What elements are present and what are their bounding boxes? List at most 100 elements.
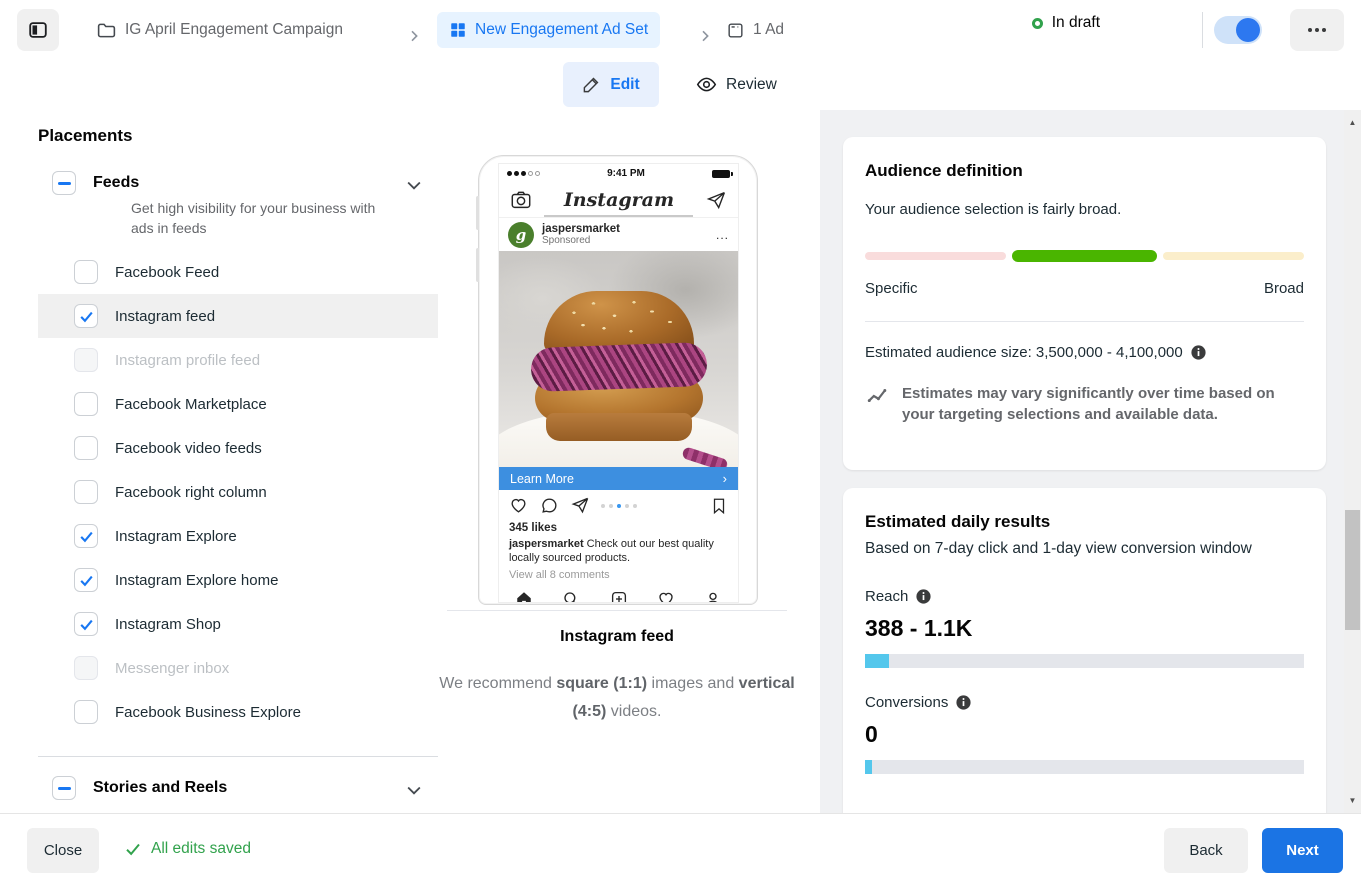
chevron-right-icon — [411, 30, 418, 42]
search-icon[interactable] — [562, 590, 580, 604]
placement-item-messenger-inbox[interactable]: Messenger inbox — [38, 646, 438, 690]
placement-label: Facebook Feed — [115, 263, 220, 281]
placement-checkbox[interactable] — [74, 392, 98, 416]
placement-group-feeds: Feeds Get high visibility for your busin… — [38, 171, 438, 242]
feeds-group-checkbox[interactable] — [52, 171, 76, 195]
audience-subtitle: Your audience selection is fairly broad. — [865, 201, 1122, 218]
next-button[interactable]: Next — [1262, 828, 1343, 873]
scrollbar-thumb[interactable] — [1345, 510, 1360, 630]
tab-edit[interactable]: Edit — [563, 62, 659, 107]
scroll-up-arrow[interactable]: ▲ — [1348, 118, 1357, 127]
estimated-daily-results-card: Estimated daily results Based on 7-day c… — [843, 488, 1326, 813]
close-button[interactable]: Close — [27, 828, 99, 873]
check-icon — [79, 311, 93, 322]
new-post-icon[interactable] — [610, 590, 628, 604]
eye-icon — [696, 77, 717, 92]
breadcrumb-ad[interactable]: 1 Ad — [726, 14, 784, 46]
preview-placement-name: Instagram feed — [560, 628, 674, 645]
more-options-button[interactable] — [1290, 9, 1344, 51]
placement-label: Facebook Marketplace — [115, 395, 267, 413]
heart-icon[interactable] — [509, 496, 528, 515]
placement-checkbox[interactable] — [74, 700, 98, 724]
collapse-sidebar-button[interactable] — [17, 9, 59, 51]
pencil-icon — [584, 77, 599, 93]
placement-checkbox[interactable] — [74, 524, 98, 548]
reach-value: 388 - 1.1K — [865, 615, 973, 641]
placement-checkbox[interactable] — [74, 568, 98, 592]
placement-checkbox[interactable] — [74, 612, 98, 636]
post-header: g jaspersmarket Sponsored ... — [499, 218, 738, 251]
activity-heart-icon[interactable] — [657, 590, 675, 604]
phone-screen: 9:41 PM Instagram g jaspersmarket Sponso… — [498, 163, 739, 603]
home-icon[interactable] — [515, 590, 533, 604]
back-button[interactable]: Back — [1164, 828, 1248, 873]
header-divider — [1202, 12, 1203, 48]
vertical-scrollbar[interactable]: ▲ ▼ — [1344, 110, 1361, 813]
placement-item-instagram-explore[interactable]: Instagram Explore — [38, 514, 438, 558]
placement-item-facebook-business-explore[interactable]: Facebook Business Explore — [38, 690, 438, 734]
phone-side-button — [476, 248, 479, 282]
reach-bar — [865, 654, 1304, 668]
bookmark-icon[interactable] — [710, 497, 728, 515]
stories-group-checkbox[interactable] — [52, 776, 76, 800]
view-comments-link[interactable]: View all 8 comments — [509, 569, 610, 581]
ellipsis-icon — [1308, 28, 1326, 32]
signal-dots-icon — [507, 171, 540, 176]
ad-creative-image — [499, 251, 738, 467]
info-icon[interactable] — [915, 588, 932, 605]
placement-checkbox[interactable] — [74, 304, 98, 328]
breadcrumb-campaign[interactable]: IG April Engagement Campaign — [96, 14, 343, 46]
placement-checkbox[interactable] — [74, 260, 98, 284]
check-icon — [79, 575, 93, 586]
placements-title: Placements — [38, 126, 133, 145]
breadcrumb-adset-selected[interactable]: New Engagement Ad Set — [437, 12, 661, 48]
placement-checkbox[interactable] — [74, 656, 98, 680]
trend-icon — [867, 389, 887, 403]
post-actions — [499, 490, 738, 521]
placement-checkbox[interactable] — [74, 480, 98, 504]
placement-item-facebook-feed[interactable]: Facebook Feed — [38, 250, 438, 294]
post-caption: jaspersmarket Check out our best quality… — [499, 536, 738, 566]
placement-label: Instagram feed — [115, 307, 216, 325]
clock-label: 9:41 PM — [607, 168, 645, 179]
audience-card-title: Audience definition — [865, 161, 1023, 180]
placement-item-facebook-video-feeds[interactable]: Facebook video feeds — [38, 426, 438, 470]
post-more-icon[interactable]: ... — [715, 227, 729, 242]
audience-note-text: Estimates may vary significantly over ti… — [902, 385, 1275, 423]
check-icon — [126, 843, 140, 856]
tab-review[interactable]: Review — [682, 62, 791, 107]
conversions-value: 0 — [865, 721, 878, 747]
placement-checkbox[interactable] — [74, 348, 98, 372]
placement-item-instagram-profile-feed[interactable]: Instagram profile feed — [38, 338, 438, 382]
toggle-knob — [1236, 18, 1260, 42]
placement-item-instagram-explore-home[interactable]: Instagram Explore home — [38, 558, 438, 602]
chevron-down-icon[interactable] — [404, 780, 424, 800]
placement-item-instagram-feed[interactable]: Instagram feed — [38, 294, 438, 338]
card-divider — [865, 321, 1304, 322]
profile-icon[interactable] — [704, 590, 722, 604]
chevron-down-icon[interactable] — [404, 175, 424, 195]
preview-divider — [447, 610, 787, 611]
footer-bar: Close All edits saved Back Next — [0, 813, 1361, 887]
daily-results-subtitle: Based on 7-day click and 1-day view conv… — [865, 540, 1252, 557]
learn-more-label: Learn More — [510, 471, 574, 486]
comment-icon[interactable] — [540, 496, 559, 515]
info-icon[interactable] — [955, 694, 972, 711]
learn-more-button[interactable]: Learn More › — [499, 467, 738, 490]
placement-item-facebook-marketplace[interactable]: Facebook Marketplace — [38, 382, 438, 426]
share-icon[interactable] — [571, 496, 590, 515]
top-bar: IG April Engagement Campaign New Engagem… — [0, 0, 1361, 60]
placement-item-facebook-right-column[interactable]: Facebook right column — [38, 470, 438, 514]
placement-item-instagram-shop[interactable]: Instagram Shop — [38, 602, 438, 646]
scroll-down-arrow[interactable]: ▼ — [1348, 796, 1357, 805]
feeds-group-label: Feeds — [93, 174, 140, 191]
adset-active-toggle[interactable] — [1214, 16, 1262, 44]
save-status-label: All edits saved — [151, 840, 251, 857]
placement-checkbox[interactable] — [74, 436, 98, 460]
header-underline — [544, 215, 693, 217]
placement-items: Facebook Feed Instagram feed Instagram p… — [38, 250, 438, 734]
indeterminate-dash-icon — [57, 181, 71, 185]
ad-card-icon — [728, 22, 743, 38]
chevron-right-icon — [702, 30, 709, 42]
info-icon[interactable] — [1190, 344, 1207, 361]
